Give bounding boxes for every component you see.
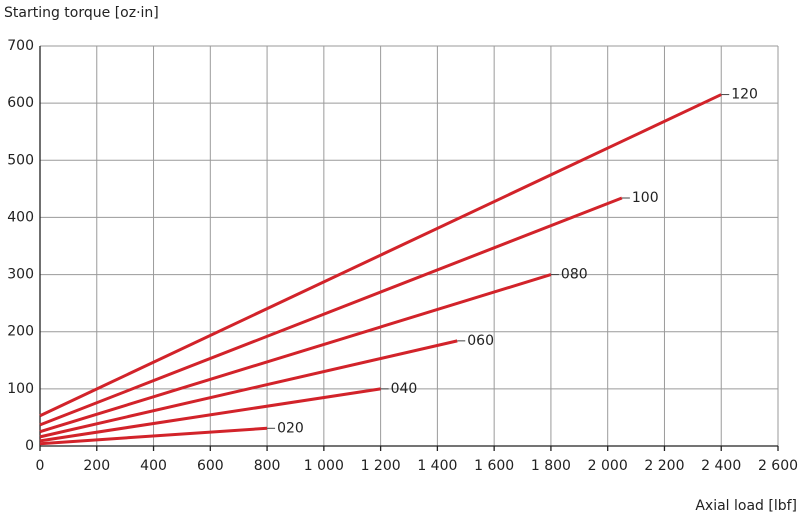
series-label: 080 bbox=[561, 267, 588, 283]
x-tick-label: 1 600 bbox=[474, 458, 514, 474]
line bbox=[39, 426, 268, 446]
x-tick-label: 1 200 bbox=[361, 458, 401, 474]
series-label: 100 bbox=[632, 190, 659, 206]
y-axis-title: Starting torque [oz·in] bbox=[4, 5, 159, 21]
x-tick-label: 600 bbox=[197, 458, 224, 474]
line bbox=[39, 339, 458, 439]
y-tick-label: 500 bbox=[7, 152, 34, 168]
y-tick-label: 100 bbox=[7, 381, 34, 397]
x-tick-label: 2 200 bbox=[644, 458, 684, 474]
x-axis-title: Axial load [lbf] bbox=[695, 498, 797, 514]
x-tick-label: 400 bbox=[140, 458, 167, 474]
series-label: 120 bbox=[731, 87, 758, 103]
line bbox=[39, 273, 552, 434]
x-tick-label: 0 bbox=[36, 458, 45, 474]
line bbox=[39, 387, 381, 443]
y-tick-label: 600 bbox=[7, 95, 34, 111]
x-tick-label: 800 bbox=[254, 458, 281, 474]
line bbox=[39, 196, 623, 427]
y-tick-label: 200 bbox=[7, 324, 34, 340]
x-tick-label: 2 400 bbox=[701, 458, 741, 474]
x-tick-label: 1 800 bbox=[531, 458, 571, 474]
x-tick-label: 2 000 bbox=[588, 458, 628, 474]
series-label: 020 bbox=[277, 420, 304, 436]
x-tick-label: 200 bbox=[83, 458, 110, 474]
x-tick-label: 1 400 bbox=[417, 458, 457, 474]
y-tick-label: 700 bbox=[7, 38, 34, 54]
series-label: 040 bbox=[391, 381, 418, 397]
x-tick-label: 1 000 bbox=[304, 458, 344, 474]
x-tick-label: 2 600 bbox=[758, 458, 798, 474]
series-label: 060 bbox=[467, 333, 494, 349]
y-tick-label: 0 bbox=[25, 438, 34, 454]
y-tick-label: 400 bbox=[7, 209, 34, 225]
line bbox=[39, 93, 722, 418]
y-tick-label: 300 bbox=[7, 267, 34, 283]
